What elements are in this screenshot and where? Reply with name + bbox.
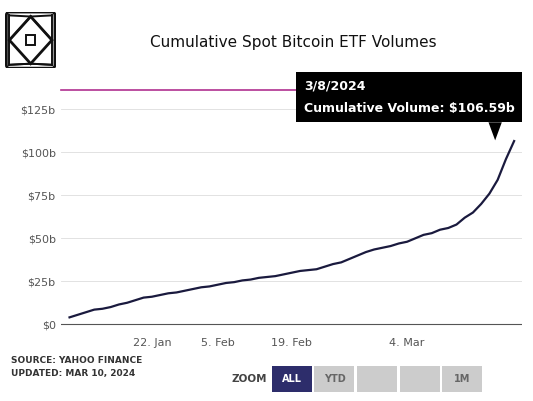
Text: YTD: YTD xyxy=(324,374,345,384)
Text: ZOOM: ZOOM xyxy=(232,374,268,384)
Text: ALL: ALL xyxy=(282,374,302,384)
Text: 3/8/2024: 3/8/2024 xyxy=(304,80,365,93)
Text: Cumulative Spot Bitcoin ETF Volumes: Cumulative Spot Bitcoin ETF Volumes xyxy=(150,34,437,50)
Text: SOURCE: YAHOO FINANCE
UPDATED: MAR 10, 2024: SOURCE: YAHOO FINANCE UPDATED: MAR 10, 2… xyxy=(11,356,142,378)
Text: Cumulative Volume: $106.59b: Cumulative Volume: $106.59b xyxy=(304,102,514,115)
Text: 1M: 1M xyxy=(454,374,471,384)
